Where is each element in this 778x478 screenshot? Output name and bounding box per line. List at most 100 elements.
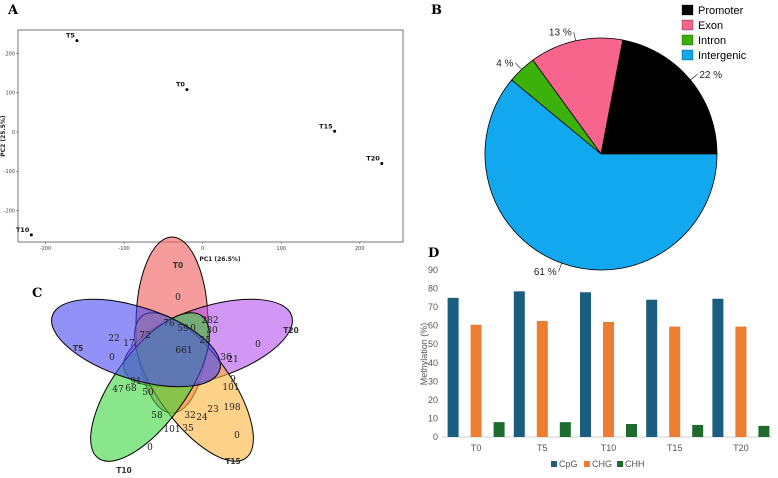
bar-x-ticks: T0 T5 T10 T15 T20 (471, 443, 749, 453)
panel-letter-c: C (32, 286, 42, 301)
bar-legend-swatch-chg (584, 461, 590, 467)
venn-region-value: 58 (151, 411, 163, 421)
venn-region-value: 9 (230, 375, 236, 385)
pie-legend: Promoter Exon Intron Intergenic (681, 4, 747, 62)
venn-region-value: 0 (255, 340, 261, 350)
venn-region-value: 21 (227, 355, 238, 365)
legend-swatch-intron (681, 34, 694, 46)
pca-x-label: PC1 (26.5%) (199, 256, 241, 263)
bar-y-tick-label: 0 (433, 432, 438, 442)
pca-x-tick-label: 200 (355, 246, 365, 252)
pca-point-label-t10: T10 (16, 226, 30, 234)
bar-y-label: Methylation (%) (419, 323, 429, 386)
bar-x-tick-label-t10: T10 (601, 443, 617, 453)
bar-legend: CpG CHG CHH (551, 459, 645, 469)
bar-cpg-t5 (513, 291, 525, 437)
bar-chg-t15 (669, 326, 681, 437)
venn-region-value: 32 (184, 411, 195, 421)
legend-label-intergenic: Intergenic (698, 50, 747, 62)
venn-region-value: 0 (175, 293, 181, 303)
bar-chh-t15 (692, 424, 704, 437)
bar-y-tick-label: 20 (428, 395, 438, 405)
legend-swatch-exon (681, 19, 694, 31)
bar-y-tick-label: 80 (428, 284, 438, 294)
pca-frame (17, 29, 404, 243)
bar-cpg-t10 (580, 292, 591, 437)
pie-slice-promoter (600, 39, 718, 155)
bar-y-tick-label: 50 (428, 339, 438, 349)
bar-cpg-t0 (447, 297, 459, 437)
pie-pct-intron: 4 % (496, 58, 513, 69)
pca-x-tick-label: -100 (118, 246, 129, 252)
pie-labels: 22 % 13 % 4 % 61 % (496, 28, 722, 279)
bar-legend-label-chg: CHG (592, 459, 612, 469)
pca-point-label-t0: T0 (176, 81, 185, 89)
panel-b: B 22 % 13 % 4 % 61 % Promoter Exon Intron Inte… (431, 3, 747, 278)
bar-chg-t5 (536, 321, 548, 437)
venn-region-value: 23 (207, 405, 219, 415)
pie-slices (484, 37, 718, 271)
pca-y-tick-label: 0 (12, 130, 15, 136)
venn-region-value: 25 (199, 336, 211, 346)
venn-set-name-t0: T0 (173, 261, 183, 270)
bar-y-tick-label: 40 (428, 358, 438, 368)
bar-x-tick-label-t15: T15 (667, 443, 683, 453)
venn-region-value: 0 (234, 431, 240, 441)
bar-chh-t20 (758, 425, 770, 437)
venn-region-value: 76 (163, 319, 175, 329)
venn-set-name-t15: T15 (225, 457, 241, 466)
bar-x-tick-label-t5: T5 (537, 443, 548, 453)
venn-ellipse-t5 (51, 298, 221, 388)
pca-point-t0 (185, 88, 189, 92)
bar-legend-label-chh: CHH (625, 459, 645, 469)
pca-point-t5 (75, 39, 79, 43)
bar-marks (447, 291, 770, 437)
legend-swatch-promoter (681, 4, 694, 16)
pca-y-tick-label: -100 (4, 169, 15, 175)
pca-point-label-t5: T5 (66, 32, 75, 40)
panel-letter-d: D (428, 246, 439, 261)
venn-region-value: 72 (139, 331, 150, 341)
pca-points: T5 T0 T15 T20 T10 (16, 32, 384, 237)
panel-d: D Methylation (%) 0 10 20 30 40 50 60 70 80 90 T0… (419, 246, 772, 469)
panel-letter-b: B (431, 3, 442, 18)
venn-region-value: 35 (182, 424, 194, 434)
pca-x-tick-label: 100 (276, 246, 286, 252)
bar-chh-t0 (493, 422, 505, 437)
bar-x-tick-label-t20: T20 (733, 443, 749, 453)
bar-legend-swatch-chh (617, 461, 623, 467)
pca-point-t20 (380, 161, 384, 165)
venn-set-name-t20: T20 (283, 326, 299, 335)
bar-chg-t10 (603, 321, 614, 437)
pca-y-ticks: -200 -100 0 100 200 (4, 51, 18, 214)
pie-pct-exon: 13 % (549, 28, 572, 39)
pca-x-tick-label: -200 (40, 246, 51, 252)
bar-y-tick-label: 10 (428, 413, 438, 423)
venn-set-name-t10: T10 (116, 466, 132, 475)
venn-region-value: 101 (222, 383, 239, 393)
pie-slice-exon (532, 37, 624, 155)
venn-region-value: 282 (201, 316, 218, 326)
bar-legend-label-cpg: CpG (559, 459, 578, 469)
venn-region-value: 101 (163, 425, 180, 435)
venn-region-value: 198 (223, 403, 240, 413)
venn-region-value: 0 (147, 443, 153, 453)
pie-leader-intron (515, 62, 522, 70)
panel-letter-a: A (7, 3, 19, 18)
venn-region-value: 36 (220, 353, 232, 363)
pie-slice-intergenic (484, 79, 718, 271)
bar-y-ticks: 0 10 20 30 40 50 60 70 80 90 (428, 265, 438, 442)
venn-ellipses (51, 236, 293, 462)
venn-region-value: 68 (125, 384, 137, 394)
bar-chg-t20 (735, 326, 747, 437)
venn-region-value: 661 (175, 346, 192, 356)
bar-y-tick-label: 90 (428, 265, 438, 275)
legend-label-promoter: Promoter (698, 5, 744, 17)
pie-pct-intergenic: 61 % (534, 267, 557, 278)
venn-set-name-t5: T5 (73, 344, 83, 353)
bar-legend-swatch-cpg (551, 461, 557, 467)
venn-region-value: 0 (109, 353, 115, 363)
pca-y-tick-label: -200 (4, 208, 15, 214)
bar-y-tick-label: 30 (428, 376, 438, 386)
